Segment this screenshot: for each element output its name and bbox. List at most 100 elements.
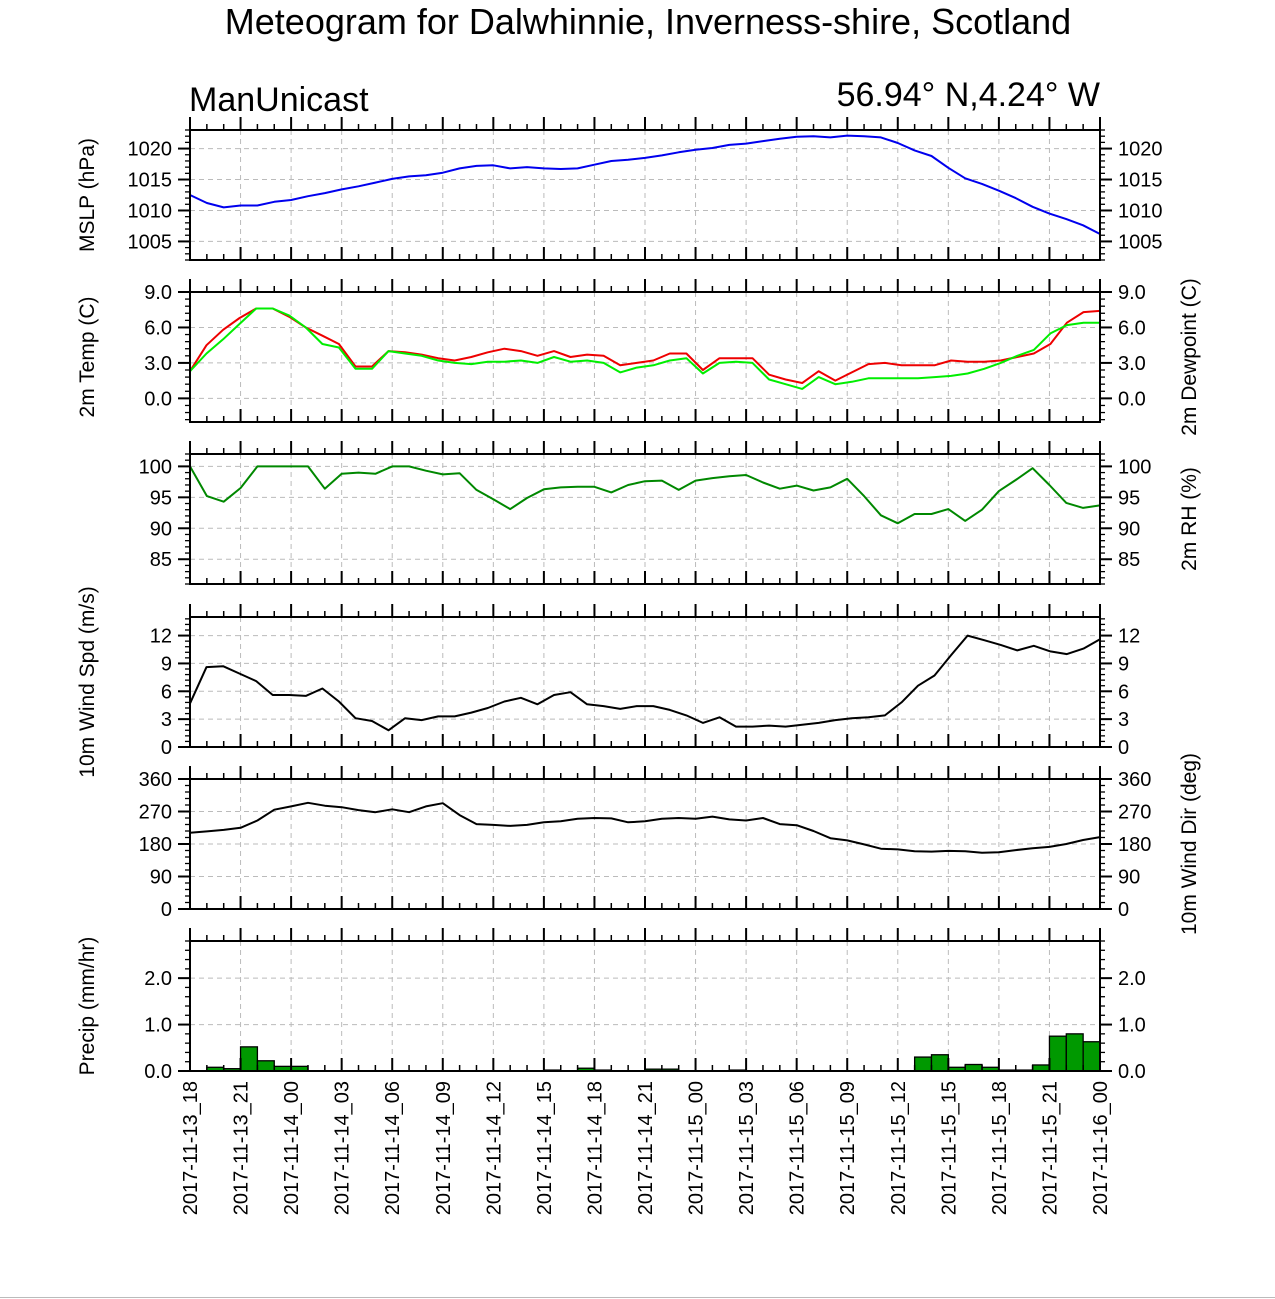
y-tick-label-left: 9 xyxy=(161,653,172,675)
series-line-wind_direction-0 xyxy=(189,801,1101,854)
y-axis-title-left: 10m Wind Spd (m/s) xyxy=(76,586,99,777)
y-tick-label-left: 2.0 xyxy=(144,968,172,990)
y-tick-label-left: 85 xyxy=(150,549,172,571)
time-tick-label: 2017-11-13_18 xyxy=(180,1081,202,1215)
time-tick-label: 2017-11-14_18 xyxy=(584,1081,606,1215)
y-tick-label-right: 85 xyxy=(1118,549,1140,571)
y-tick-label-right: 90 xyxy=(1118,518,1140,540)
time-tick-label: 2017-11-14_21 xyxy=(635,1081,657,1215)
panel-temp: 0.0 0.0 3.0 3.0 6.0 6.0 9.0 9.0 2m Temp (C) 2m De… xyxy=(76,278,1201,436)
y-tick-label-left: 100 xyxy=(139,456,172,478)
y-tick-label-right: 1015 xyxy=(1118,170,1163,192)
y-tick-label-left: 180 xyxy=(139,834,172,856)
y-tick-label-right: 1010 xyxy=(1118,200,1163,222)
time-tick-label: 2017-11-15_18 xyxy=(989,1081,1011,1215)
y-tick-label-right: 1020 xyxy=(1118,139,1163,161)
y-axis-title-right: 2m RH (%) xyxy=(1178,467,1201,571)
y-tick-label-left: 0 xyxy=(161,899,172,921)
y-tick-label-left: 1005 xyxy=(128,231,173,253)
y-tick-label-right: 6 xyxy=(1118,681,1129,703)
y-tick-label-left: 1015 xyxy=(128,170,173,192)
time-tick-label: 2017-11-15_00 xyxy=(686,1081,708,1215)
y-tick-label-right: 0 xyxy=(1118,737,1129,759)
y-axis-title-left: Precip (mm/hr) xyxy=(76,937,99,1076)
panel-rh: 85 85 90 90 95 95 100 100 2m RH (%) xyxy=(139,441,1201,585)
y-tick-label-right: 6.0 xyxy=(1118,317,1146,339)
y-tick-label-right: 1005 xyxy=(1118,231,1163,253)
y-tick-label-left: 270 xyxy=(139,802,172,824)
time-tick-label: 2017-11-14_06 xyxy=(382,1081,404,1215)
y-tick-label-right: 95 xyxy=(1118,487,1140,509)
y-tick-label-left: 1020 xyxy=(128,139,173,161)
panel-mslp: 1005 1005 1010 1010 1015 1015 1020 1020 MSLP (hP… xyxy=(76,117,1163,261)
frame-divider xyxy=(0,1297,1275,1298)
time-tick-label: 2017-11-14_12 xyxy=(483,1081,505,1215)
y-tick-label-left: 90 xyxy=(150,867,172,889)
y-tick-label-right: 9.0 xyxy=(1118,282,1146,304)
series-line-rh-0 xyxy=(189,465,1101,525)
series-line-mslp-0 xyxy=(189,134,1101,235)
time-tick-label: 2017-11-13_21 xyxy=(231,1081,253,1215)
y-tick-label-right: 180 xyxy=(1118,834,1151,856)
y-tick-label-right: 100 xyxy=(1118,456,1151,478)
time-tick-label: 2017-11-15_12 xyxy=(888,1081,910,1215)
y-tick-label-left: 90 xyxy=(150,518,172,540)
y-tick-label-left: 360 xyxy=(139,769,172,791)
series-line-temp-0 xyxy=(189,307,1101,384)
y-tick-label-left: 0.0 xyxy=(144,388,172,410)
y-tick-label-left: 3 xyxy=(161,709,172,731)
panel-precip: 0.0 0.0 1.0 1.0 2.0 2.0 Precip (mm/hr) xyxy=(76,928,1146,1083)
y-tick-label-right: 0.0 xyxy=(1118,388,1146,410)
time-tick-label: 2017-11-14_00 xyxy=(281,1081,303,1215)
precip-bar xyxy=(1048,1035,1067,1072)
y-tick-label-left: 9.0 xyxy=(144,282,172,304)
series-line-temp-1 xyxy=(189,307,1100,390)
y-tick-label-left: 0.0 xyxy=(144,1061,172,1083)
y-tick-label-right: 270 xyxy=(1118,802,1151,824)
precip-bar xyxy=(930,1054,949,1072)
y-tick-label-left: 3.0 xyxy=(144,353,172,375)
y-tick-label-right: 0.0 xyxy=(1118,1061,1146,1083)
time-tick-label: 2017-11-15_03 xyxy=(736,1081,758,1215)
y-tick-label-right: 9 xyxy=(1118,653,1129,675)
y-axis-title-right: 2m Dewpoint (C) xyxy=(1178,278,1201,436)
chart-title: Meteogram for Dalwhinnie, Inverness-shir… xyxy=(225,1,1071,42)
precip-bar xyxy=(239,1046,259,1072)
model-label: ManUnicast xyxy=(189,81,369,119)
y-tick-label-left: 12 xyxy=(150,626,172,648)
time-axis: 2017-11-13_18 2017-11-13_21 2017-11-14_00 2… xyxy=(180,1081,1112,1215)
panel-wind_direction: 0 0 90 90 180 180 270 270 360 360 10m Wind Dir (de… xyxy=(139,753,1201,935)
y-axis-title-left: MSLP (hPa) xyxy=(76,138,99,252)
time-tick-label: 2017-11-15_15 xyxy=(938,1081,960,1215)
panels: 1005 1005 1010 1010 1015 1015 1020 1020 MSLP (hP… xyxy=(76,117,1201,1083)
precip-bar xyxy=(1065,1033,1084,1072)
time-tick-label: 2017-11-14_15 xyxy=(534,1081,556,1215)
precip-bar xyxy=(913,1056,933,1072)
time-tick-label: 2017-11-15_09 xyxy=(837,1081,859,1215)
series-line-wind_speed-0 xyxy=(189,634,1101,732)
time-tick-label: 2017-11-16_00 xyxy=(1090,1081,1112,1215)
y-tick-label-left: 6 xyxy=(161,681,172,703)
y-tick-label-left: 1010 xyxy=(128,200,173,222)
location-label: 56.94° N,4.24° W xyxy=(837,76,1100,114)
y-tick-label-left: 1.0 xyxy=(144,1015,172,1037)
y-tick-label-right: 2.0 xyxy=(1118,968,1146,990)
time-tick-label: 2017-11-15_21 xyxy=(1039,1081,1061,1215)
y-tick-label-right: 12 xyxy=(1118,626,1140,648)
y-tick-label-right: 1.0 xyxy=(1118,1015,1146,1037)
y-tick-label-left: 0 xyxy=(161,737,172,759)
precip-bar xyxy=(1082,1041,1101,1072)
y-tick-label-right: 3 xyxy=(1118,709,1129,731)
y-tick-label-right: 0 xyxy=(1118,899,1129,921)
precip-bar xyxy=(256,1060,275,1072)
time-tick-label: 2017-11-15_06 xyxy=(787,1081,809,1215)
y-axis-title-left: 2m Temp (C) xyxy=(76,297,99,418)
y-tick-label-right: 90 xyxy=(1118,867,1140,889)
y-axis-title-right: 10m Wind Dir (deg) xyxy=(1178,753,1201,935)
y-tick-label-right: 3.0 xyxy=(1118,353,1146,375)
y-tick-label-left: 95 xyxy=(150,487,172,509)
time-tick-label: 2017-11-14_03 xyxy=(332,1081,354,1215)
panel-wind_speed: 0 0 3 3 6 6 9 9 12 12 10m Wind Spd (m/s) xyxy=(76,586,1140,777)
time-tick-label: 2017-11-14_09 xyxy=(433,1081,455,1215)
